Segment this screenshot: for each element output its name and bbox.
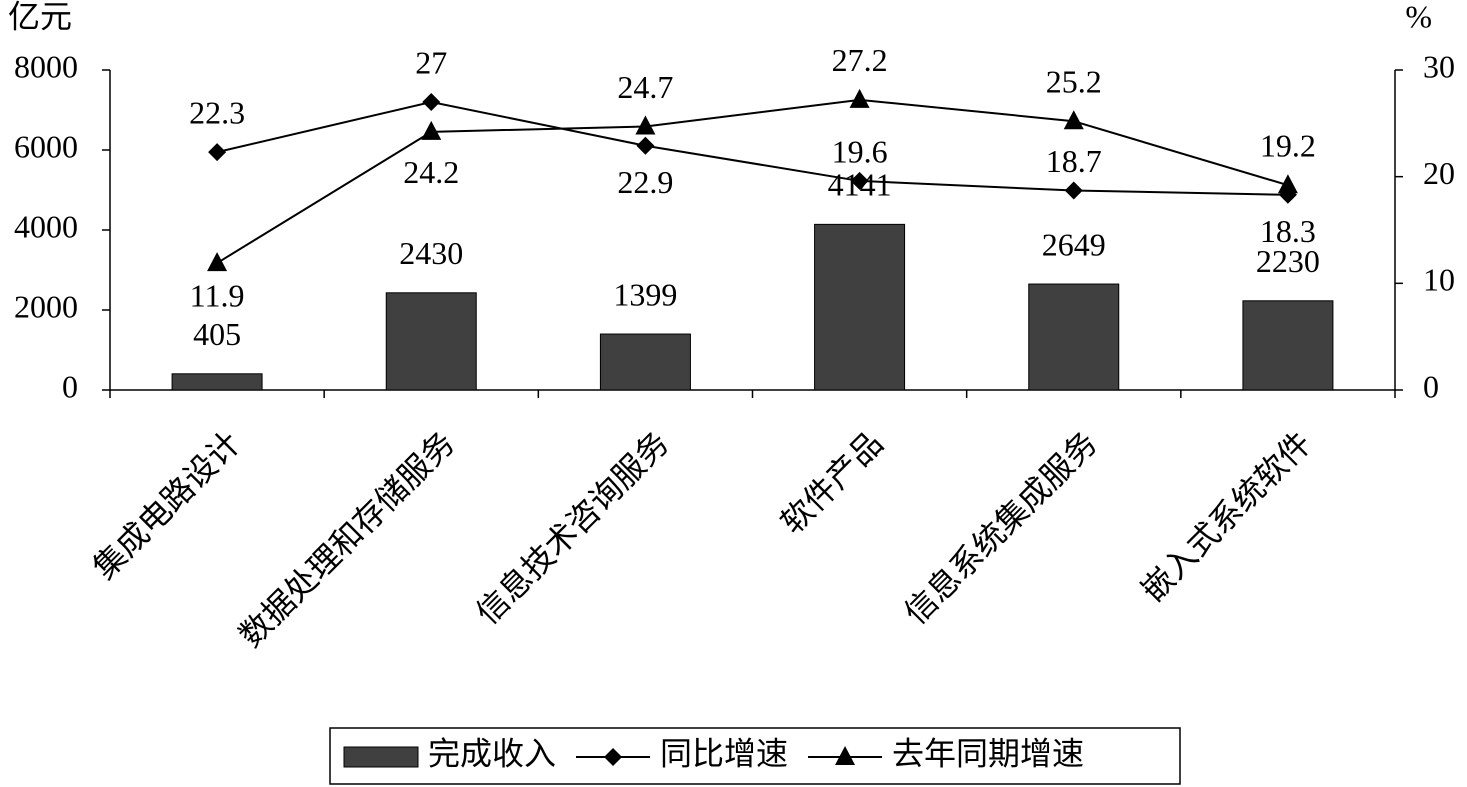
line-value-label: 19.2 [1260, 128, 1316, 164]
y-tick-label: 2000 [14, 288, 78, 324]
y-tick-label: 0 [62, 368, 78, 404]
x-tick-label: 软件产品 [774, 425, 890, 541]
triangle-marker [421, 120, 442, 140]
line [216, 98, 1289, 264]
line-value-label: 24.2 [403, 154, 459, 190]
y-tick-label: 8000 [14, 48, 78, 84]
line-value-label: 22.9 [617, 164, 673, 200]
x-tick-label: 集成电路设计 [86, 425, 247, 586]
line-value-label: 25.2 [1046, 64, 1102, 100]
y2-tick-label: 30 [1423, 48, 1455, 84]
diamond-marker [422, 93, 441, 111]
bar-value-label: 2430 [399, 235, 463, 271]
bar-value-label: 2230 [1256, 243, 1320, 279]
y-tick-label: 4000 [14, 208, 78, 244]
y2-tick-label: 20 [1423, 155, 1455, 191]
bar-value-label: 1399 [613, 276, 677, 312]
legend-label: 完成收入 [428, 735, 556, 771]
bar [599, 333, 691, 391]
x-tick-label: 信息技术咨询服务 [469, 425, 675, 631]
legend-swatch [343, 746, 419, 768]
x-tick-label: 嵌入式系统软件 [1134, 425, 1318, 609]
triangle-marker [1063, 110, 1084, 130]
line-value-label: 27.2 [832, 42, 888, 78]
x-tick-label: 数据处理和存储服务 [232, 425, 461, 654]
legend-label: 同比增速 [660, 735, 788, 771]
line-value-label: 27 [415, 44, 447, 80]
diamond-marker [636, 136, 655, 155]
line-value-label: 11.9 [190, 277, 245, 313]
y-axis-label: 亿元 [8, 0, 72, 34]
bar-value-label: 405 [193, 316, 241, 352]
legend-marker [835, 746, 856, 765]
legend-box [329, 727, 1181, 785]
line-value-label: 22.3 [189, 94, 245, 130]
line-value-label: 18.3 [1260, 213, 1316, 249]
line-value-label: 18.7 [1046, 143, 1102, 179]
y2-tick-label: 0 [1423, 368, 1439, 404]
y2-tick-label: 10 [1423, 262, 1455, 298]
legend-label: 去年同期增速 [892, 735, 1084, 771]
diamond-marker [850, 171, 869, 190]
bar [171, 373, 263, 391]
bar [814, 223, 906, 391]
diamond-marker [1064, 181, 1083, 200]
triangle-marker [635, 115, 656, 135]
x-tick-label: 信息系统集成服务 [897, 425, 1103, 631]
diamond-marker [208, 143, 227, 162]
line-value-label: 24.7 [617, 69, 673, 105]
y-tick-label: 6000 [14, 128, 78, 164]
y2-axis-label: % [1405, 0, 1432, 34]
bar-value-label: 2649 [1042, 226, 1106, 262]
legend-marker [604, 748, 623, 766]
bar [1242, 300, 1334, 391]
triangle-marker [1277, 174, 1298, 194]
line-value-label: 19.6 [832, 133, 888, 169]
triangle-marker [207, 252, 228, 272]
bar [1028, 283, 1120, 391]
triangle-marker [849, 88, 870, 108]
bar [385, 292, 477, 391]
line [216, 100, 1288, 196]
